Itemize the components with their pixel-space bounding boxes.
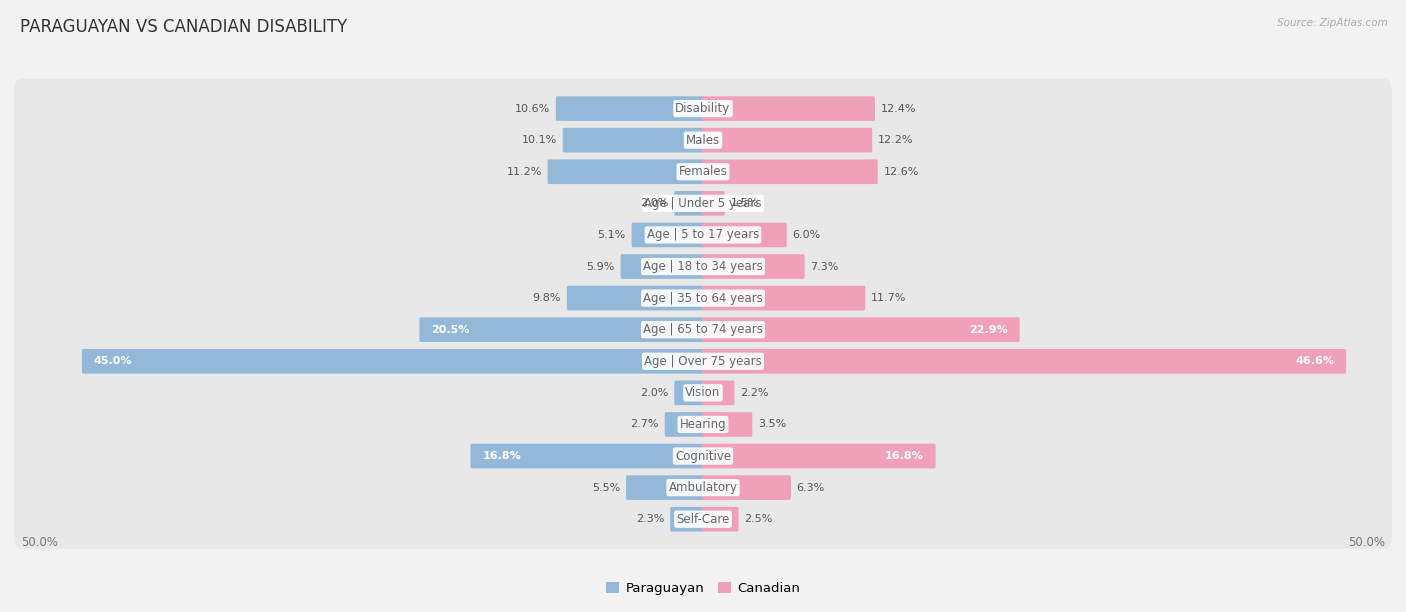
Text: 50.0%: 50.0% xyxy=(1348,536,1385,550)
FancyBboxPatch shape xyxy=(702,254,804,279)
FancyBboxPatch shape xyxy=(702,476,792,500)
FancyBboxPatch shape xyxy=(14,111,1392,170)
FancyBboxPatch shape xyxy=(702,412,752,437)
Text: 5.5%: 5.5% xyxy=(592,483,620,493)
FancyBboxPatch shape xyxy=(702,349,1346,373)
Text: 5.1%: 5.1% xyxy=(598,230,626,240)
Text: 50.0%: 50.0% xyxy=(21,536,58,550)
FancyBboxPatch shape xyxy=(702,507,738,532)
Text: 12.2%: 12.2% xyxy=(877,135,914,145)
Text: 7.3%: 7.3% xyxy=(810,261,839,272)
Text: Females: Females xyxy=(679,165,727,178)
FancyBboxPatch shape xyxy=(14,269,1392,328)
FancyBboxPatch shape xyxy=(626,476,704,500)
Text: Source: ZipAtlas.com: Source: ZipAtlas.com xyxy=(1277,18,1388,28)
FancyBboxPatch shape xyxy=(671,507,704,532)
Text: Age | Under 5 years: Age | Under 5 years xyxy=(644,197,762,210)
Text: 2.0%: 2.0% xyxy=(640,198,669,208)
Text: 11.2%: 11.2% xyxy=(506,166,541,177)
Text: 16.8%: 16.8% xyxy=(884,451,924,461)
Text: 12.6%: 12.6% xyxy=(883,166,920,177)
Text: 6.0%: 6.0% xyxy=(793,230,821,240)
Text: 6.3%: 6.3% xyxy=(797,483,825,493)
FancyBboxPatch shape xyxy=(675,381,704,405)
FancyBboxPatch shape xyxy=(702,318,1019,342)
FancyBboxPatch shape xyxy=(471,444,704,468)
FancyBboxPatch shape xyxy=(620,254,704,279)
Text: Hearing: Hearing xyxy=(679,418,727,431)
FancyBboxPatch shape xyxy=(567,286,704,310)
FancyBboxPatch shape xyxy=(702,381,734,405)
Text: 11.7%: 11.7% xyxy=(872,293,907,303)
FancyBboxPatch shape xyxy=(14,142,1392,201)
Text: 2.2%: 2.2% xyxy=(740,388,769,398)
Text: 5.9%: 5.9% xyxy=(586,261,614,272)
Text: Age | 5 to 17 years: Age | 5 to 17 years xyxy=(647,228,759,241)
Text: Self-Care: Self-Care xyxy=(676,513,730,526)
Text: Males: Males xyxy=(686,133,720,147)
FancyBboxPatch shape xyxy=(14,427,1392,486)
FancyBboxPatch shape xyxy=(14,363,1392,422)
Text: 20.5%: 20.5% xyxy=(432,325,470,335)
FancyBboxPatch shape xyxy=(14,174,1392,233)
Legend: Paraguayan, Canadian: Paraguayan, Canadian xyxy=(600,577,806,600)
FancyBboxPatch shape xyxy=(555,96,704,121)
FancyBboxPatch shape xyxy=(82,349,704,373)
Text: Age | 18 to 34 years: Age | 18 to 34 years xyxy=(643,260,763,273)
FancyBboxPatch shape xyxy=(547,160,704,184)
FancyBboxPatch shape xyxy=(14,205,1392,264)
Text: 2.0%: 2.0% xyxy=(640,388,669,398)
FancyBboxPatch shape xyxy=(419,318,704,342)
Text: Age | 35 to 64 years: Age | 35 to 64 years xyxy=(643,291,763,305)
FancyBboxPatch shape xyxy=(665,412,704,437)
FancyBboxPatch shape xyxy=(14,237,1392,296)
Text: Disability: Disability xyxy=(675,102,731,115)
FancyBboxPatch shape xyxy=(702,128,872,152)
FancyBboxPatch shape xyxy=(14,490,1392,549)
FancyBboxPatch shape xyxy=(702,444,935,468)
Text: Cognitive: Cognitive xyxy=(675,450,731,463)
FancyBboxPatch shape xyxy=(14,79,1392,138)
FancyBboxPatch shape xyxy=(702,160,877,184)
Text: 1.5%: 1.5% xyxy=(731,198,759,208)
Text: 3.5%: 3.5% xyxy=(758,419,786,430)
Text: Vision: Vision xyxy=(685,386,721,400)
Text: 45.0%: 45.0% xyxy=(94,356,132,366)
Text: 2.3%: 2.3% xyxy=(636,514,665,524)
Text: PARAGUAYAN VS CANADIAN DISABILITY: PARAGUAYAN VS CANADIAN DISABILITY xyxy=(20,18,347,36)
FancyBboxPatch shape xyxy=(14,395,1392,454)
Text: 2.7%: 2.7% xyxy=(630,419,659,430)
FancyBboxPatch shape xyxy=(631,223,704,247)
Text: 46.6%: 46.6% xyxy=(1295,356,1334,366)
FancyBboxPatch shape xyxy=(675,191,704,215)
FancyBboxPatch shape xyxy=(702,223,787,247)
Text: 10.6%: 10.6% xyxy=(515,103,550,114)
Text: 9.8%: 9.8% xyxy=(533,293,561,303)
Text: 10.1%: 10.1% xyxy=(522,135,557,145)
FancyBboxPatch shape xyxy=(702,191,724,215)
FancyBboxPatch shape xyxy=(14,332,1392,391)
Text: 12.4%: 12.4% xyxy=(880,103,917,114)
FancyBboxPatch shape xyxy=(14,458,1392,517)
FancyBboxPatch shape xyxy=(702,96,875,121)
Text: Age | 65 to 74 years: Age | 65 to 74 years xyxy=(643,323,763,336)
Text: Age | Over 75 years: Age | Over 75 years xyxy=(644,355,762,368)
FancyBboxPatch shape xyxy=(702,286,865,310)
Text: 16.8%: 16.8% xyxy=(482,451,522,461)
Text: Ambulatory: Ambulatory xyxy=(668,481,738,494)
Text: 2.5%: 2.5% xyxy=(744,514,773,524)
FancyBboxPatch shape xyxy=(562,128,704,152)
Text: 22.9%: 22.9% xyxy=(969,325,1008,335)
FancyBboxPatch shape xyxy=(14,300,1392,359)
